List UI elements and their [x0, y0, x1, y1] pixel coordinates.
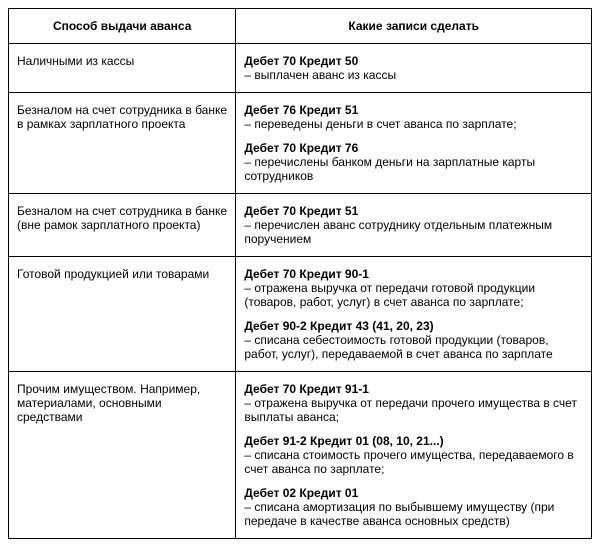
entry-title: Дебет 70 Кредит 50 — [244, 54, 583, 68]
cell-method: Готовой продукцией или товарами — [9, 257, 236, 372]
accounting-table: Способ выдачи аванса Какие записи сделат… — [8, 8, 592, 539]
table-header-row: Способ выдачи аванса Какие записи сделат… — [9, 9, 592, 44]
header-method: Способ выдачи аванса — [9, 9, 236, 44]
table-row: Прочим имуществом. Например, материалами… — [9, 372, 592, 539]
accounting-entry: Дебет 70 Кредит 76– перечислены банком д… — [244, 141, 583, 183]
entry-title: Дебет 70 Кредит 76 — [244, 141, 583, 155]
accounting-entry: Дебет 91-2 Кредит 01 (08, 10, 21...)– сп… — [244, 434, 583, 476]
entry-desc: – отражена выручка от передачи прочего и… — [244, 396, 583, 424]
entry-desc: – перечислен аванс сотруднику отдельным … — [244, 218, 583, 246]
cell-records: Дебет 76 Кредит 51– переведены деньги в … — [236, 93, 592, 194]
cell-method: Наличными из кассы — [9, 44, 236, 93]
accounting-entry: Дебет 70 Кредит 90-1– отражена выручка о… — [244, 267, 583, 309]
accounting-entry: Дебет 70 Кредит 91-1– отражена выручка о… — [244, 382, 583, 424]
accounting-entry: Дебет 70 Кредит 50– выплачен аванс из ка… — [244, 54, 583, 82]
table-body: Наличными из кассы Дебет 70 Кредит 50– вы… — [9, 44, 592, 539]
cell-method: Безналом на счет сотрудника в банке в ра… — [9, 93, 236, 194]
entry-desc: – списана себестоимость готовой продукци… — [244, 333, 583, 361]
cell-records: Дебет 70 Кредит 51– перечислен аванс сот… — [236, 194, 592, 257]
entry-desc: – списана амортизация по выбывшему имуще… — [244, 500, 583, 528]
entry-title: Дебет 70 Кредит 90-1 — [244, 267, 583, 281]
cell-method: Прочим имуществом. Например, материалами… — [9, 372, 236, 539]
table-row: Безналом на счет сотрудника в банке в ра… — [9, 93, 592, 194]
entry-desc: – выплачен аванс из кассы — [244, 68, 583, 82]
accounting-entry: Дебет 70 Кредит 51– перечислен аванс сот… — [244, 204, 583, 246]
accounting-entry: Дебет 02 Кредит 01– списана амортизация … — [244, 486, 583, 528]
entry-desc: – переведены деньги в счет аванса по зар… — [244, 117, 583, 131]
accounting-entry: Дебет 90-2 Кредит 43 (41, 20, 23)– списа… — [244, 319, 583, 361]
cell-records: Дебет 70 Кредит 50– выплачен аванс из ка… — [236, 44, 592, 93]
entry-title: Дебет 76 Кредит 51 — [244, 103, 583, 117]
header-records: Какие записи сделать — [236, 9, 592, 44]
entry-title: Дебет 02 Кредит 01 — [244, 486, 583, 500]
table-row: Готовой продукцией или товарамиДебет 70 … — [9, 257, 592, 372]
entry-desc: – списана стоимость прочего имущества, п… — [244, 448, 583, 476]
entry-title: Дебет 91-2 Кредит 01 (08, 10, 21...) — [244, 434, 583, 448]
cell-records: Дебет 70 Кредит 91-1– отражена выручка о… — [236, 372, 592, 539]
entry-desc: – перечислены банком деньги на зарплатны… — [244, 155, 583, 183]
cell-method: Безналом на счет сотрудника в банке (вне… — [9, 194, 236, 257]
accounting-entry: Дебет 76 Кредит 51– переведены деньги в … — [244, 103, 583, 131]
table-row: Наличными из кассы Дебет 70 Кредит 50– вы… — [9, 44, 592, 93]
cell-records: Дебет 70 Кредит 90-1– отражена выручка о… — [236, 257, 592, 372]
entry-title: Дебет 70 Кредит 51 — [244, 204, 583, 218]
entry-title: Дебет 90-2 Кредит 43 (41, 20, 23) — [244, 319, 583, 333]
entry-title: Дебет 70 Кредит 91-1 — [244, 382, 583, 396]
entry-desc: – отражена выручка от передачи готовой п… — [244, 281, 583, 309]
table-row: Безналом на счет сотрудника в банке (вне… — [9, 194, 592, 257]
